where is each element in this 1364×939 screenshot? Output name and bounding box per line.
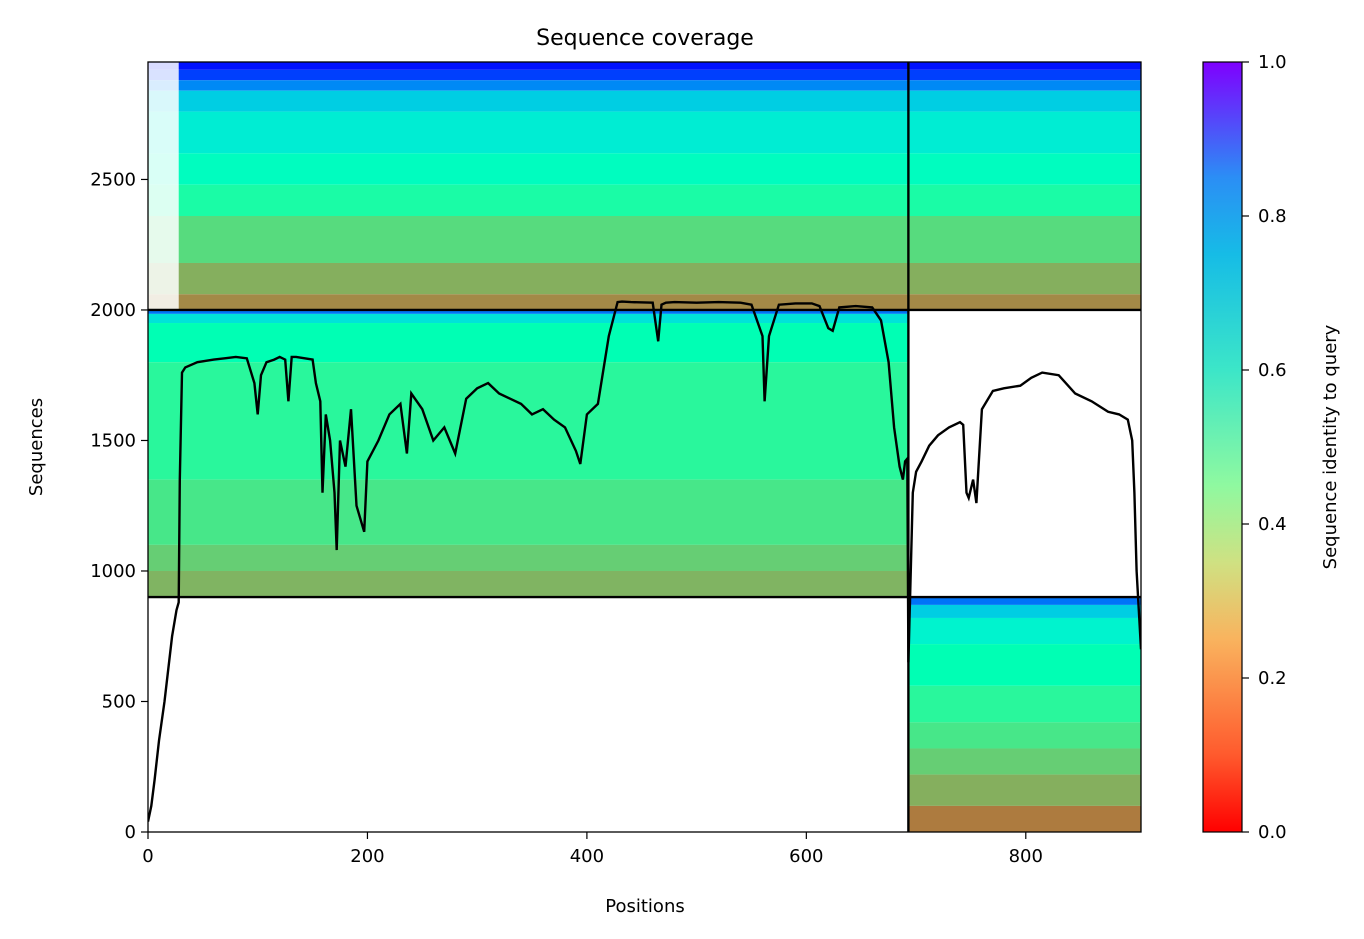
identity-band <box>148 313 909 324</box>
identity-band <box>908 685 1141 723</box>
colorbar-tick-label: 0.8 <box>1258 206 1287 227</box>
identity-band <box>148 69 1141 81</box>
identity-band <box>908 748 1141 775</box>
colorbar <box>1202 61 1243 833</box>
colorbar-tick-label: 0.6 <box>1258 360 1287 381</box>
y-tick-label: 1500 <box>90 430 136 451</box>
chart-title: Sequence coverage <box>536 26 754 51</box>
y-tick-label: 1000 <box>90 561 136 582</box>
identity-band <box>148 62 1141 70</box>
msa-block-chain-2 <box>908 597 1141 832</box>
identity-band <box>148 153 1141 185</box>
colorbar-tick-label: 0.4 <box>1258 514 1287 535</box>
identity-band <box>908 722 1141 749</box>
identity-band <box>148 309 909 314</box>
identity-band <box>148 323 909 363</box>
coverage-line <box>148 300 1141 822</box>
colorbar-label: Sequence identity to query <box>1320 324 1341 569</box>
y-tick-label: 2500 <box>90 169 136 190</box>
y-axis-label: Sequences <box>26 398 47 496</box>
identity-band <box>908 597 1141 605</box>
colorbar-tick-label: 0.0 <box>1258 822 1287 843</box>
identity-band <box>148 262 1141 295</box>
identity-band <box>148 184 1141 216</box>
identity-band <box>148 111 1141 154</box>
identity-band <box>908 604 1141 618</box>
x-tick-label: 800 <box>1009 846 1043 867</box>
identity-band <box>908 805 1141 832</box>
y-tick-label: 0 <box>125 822 136 843</box>
x-tick-label: 200 <box>350 846 384 867</box>
msa-block-paired <box>148 62 1141 310</box>
y-tick-label: 2000 <box>90 300 136 321</box>
identity-band <box>908 774 1141 806</box>
y-tick-label: 500 <box>102 691 136 712</box>
identity-band <box>148 479 909 545</box>
identity-band <box>908 617 1141 645</box>
x-tick-label: 400 <box>570 846 604 867</box>
colorbar-tick-label: 1.0 <box>1258 52 1287 73</box>
identity-band <box>148 570 909 598</box>
identity-band <box>148 90 1141 112</box>
plot-frame <box>147 61 1142 833</box>
msa-block-chain-1 <box>148 309 909 598</box>
x-axis-label: Positions <box>605 896 684 917</box>
x-tick-label: 600 <box>789 846 823 867</box>
identity-band <box>148 544 909 571</box>
identity-band <box>148 216 1141 263</box>
x-tick-label: 0 <box>142 846 153 867</box>
coverage-gap <box>148 62 179 310</box>
identity-band <box>148 80 1141 91</box>
colorbar-tick-label: 0.2 <box>1258 668 1287 689</box>
identity-band <box>908 644 1141 686</box>
identity-band <box>148 362 909 480</box>
